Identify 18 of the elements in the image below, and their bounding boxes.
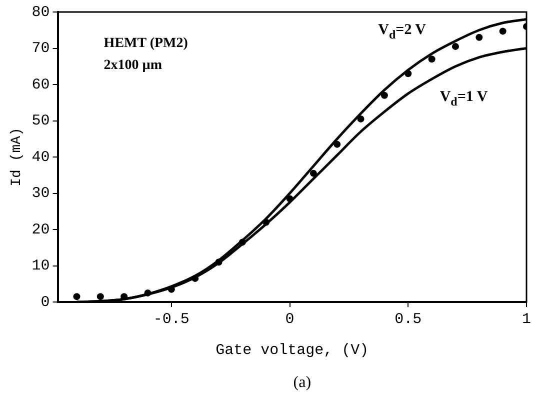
- y-tick-label: 50: [32, 112, 50, 130]
- y-tick-label: 0: [40, 294, 50, 311]
- x-tick-label: 0: [285, 310, 294, 328]
- y-tick-label: 10: [32, 258, 50, 275]
- annotation: HEMT (PM2): [104, 36, 188, 51]
- y-tick-label: 30: [32, 185, 50, 202]
- x-axis-title: Gate voltage, (V): [216, 342, 369, 359]
- y-tick-label: 70: [32, 40, 50, 58]
- x-tick-label: 1: [522, 310, 532, 328]
- text: (a): [293, 374, 312, 391]
- y-tick-label: 60: [32, 76, 50, 94]
- y-tick-label: 80: [32, 4, 50, 21]
- y-tick-label: 40: [32, 148, 50, 166]
- y-axis-title: Id (mA): [9, 128, 26, 186]
- x-tick-label: -0.5: [153, 310, 190, 328]
- y-tick-label: 20: [32, 221, 50, 238]
- annotation: 2x100 µm: [104, 58, 162, 73]
- x-tick-label: 0.5: [394, 310, 422, 328]
